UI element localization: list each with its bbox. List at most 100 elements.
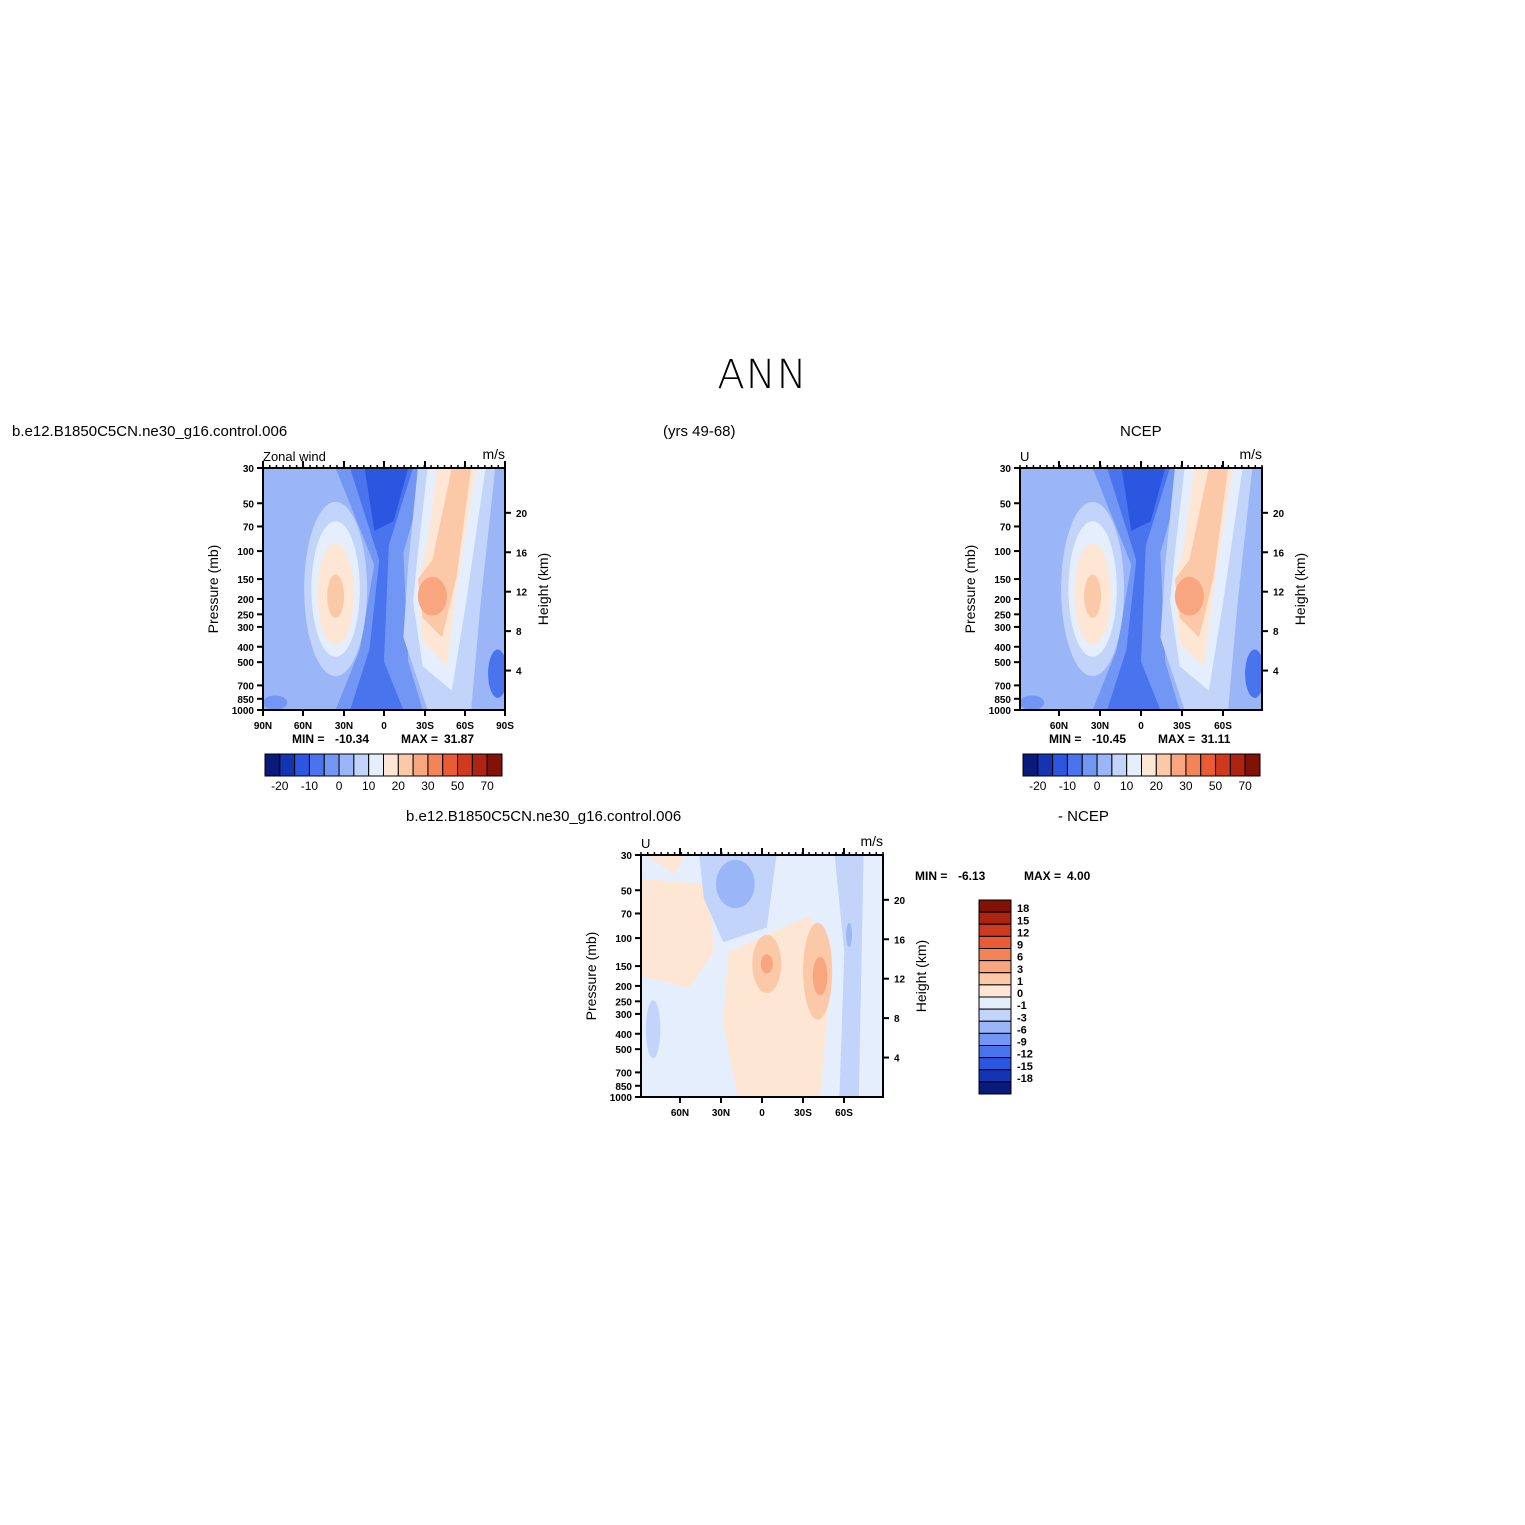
y-tick-label: 300 xyxy=(237,623,254,634)
colorbar-swatch xyxy=(457,753,473,777)
colorbar-swatch xyxy=(323,753,340,777)
y-right-tick-label: 12 xyxy=(894,975,906,986)
x-tick-label: 60N xyxy=(294,721,312,732)
x-tick-label: 0 xyxy=(381,721,387,732)
nh-jet-max xyxy=(327,574,345,619)
panel-title-left: U xyxy=(641,836,650,851)
y-tick-label: 250 xyxy=(615,997,632,1008)
positive-region-top xyxy=(645,855,685,875)
min-max-annotation: MIN = -10.34 MAX = 31.87 xyxy=(292,732,474,746)
colorbar-swatch xyxy=(1096,753,1113,777)
y-tick-label: 850 xyxy=(237,695,254,706)
x-tick-label: 0 xyxy=(1138,721,1144,732)
y-tick-label: 250 xyxy=(237,610,254,621)
negative-patch-nh xyxy=(645,1000,661,1059)
colorbar-label: -12 xyxy=(1017,1049,1033,1061)
easterly-max xyxy=(1121,468,1166,531)
colorbar-swatch xyxy=(1111,753,1128,777)
colorbar-model: -20 -10 0 10 20 30 50 70 xyxy=(264,753,503,793)
x-tick-label: 0 xyxy=(759,1108,765,1119)
colorbar-label: -15 xyxy=(1017,1061,1033,1073)
colorbar-label: -1 xyxy=(1017,1000,1027,1012)
y-tick-label: 200 xyxy=(237,595,254,606)
colorbar-label: -3 xyxy=(1017,1012,1027,1024)
diff-case-label: b.e12.B1850C5CN.ne30_g16.control.006 xyxy=(406,808,682,825)
colorbar-label: -10 xyxy=(1059,779,1077,793)
y-right-tick-label: 12 xyxy=(516,588,528,599)
easterly-max xyxy=(364,468,409,531)
y-tick-label: 50 xyxy=(1000,499,1012,510)
colorbar-obs: -20 -10 0 10 20 30 50 70 xyxy=(1022,753,1261,793)
polar-surface-low xyxy=(488,649,505,698)
y-tick-label: 50 xyxy=(243,499,255,510)
panel-units: m/s xyxy=(1239,446,1262,462)
y-tick-label: 850 xyxy=(994,695,1011,706)
colorbar-label: 30 xyxy=(1179,779,1193,793)
colorbar-swatch xyxy=(353,753,370,777)
y-tick-label: 700 xyxy=(615,1068,632,1079)
colorbar-swatch xyxy=(1200,753,1217,777)
panel-units: m/s xyxy=(860,833,883,849)
contour-field-obs xyxy=(1020,468,1262,710)
colorbar-label: 0 xyxy=(1094,779,1101,793)
colorbar-swatch xyxy=(978,1057,1012,1071)
colorbar-label: 0 xyxy=(1017,988,1023,1000)
colorbar-label: 0 xyxy=(336,779,343,793)
colorbar-swatch xyxy=(1244,753,1261,777)
colorbar-swatch xyxy=(397,753,414,777)
min-label: MIN = xyxy=(292,732,324,746)
y-right-tick-label: 4 xyxy=(1273,667,1279,678)
polar-surface-low xyxy=(1245,649,1262,698)
y-right-tick-label: 16 xyxy=(1273,548,1285,559)
y-tick-label: 30 xyxy=(243,464,255,475)
colorbar-label: -20 xyxy=(1029,779,1047,793)
arctic-surface xyxy=(1020,695,1045,710)
colorbar-label: -18 xyxy=(1017,1073,1033,1085)
colorbar-label: 6 xyxy=(1017,952,1023,964)
y-tick-label: 200 xyxy=(615,982,632,993)
y-tick-label: 150 xyxy=(994,575,1011,586)
y-tick-label: 30 xyxy=(621,851,633,862)
y-tick-label: 700 xyxy=(994,681,1011,692)
colorbar-swatch xyxy=(1052,753,1068,777)
colorbar-swatch xyxy=(338,753,355,777)
obs-name-label: NCEP xyxy=(1120,423,1162,440)
colorbar-swatch xyxy=(978,1081,1012,1095)
x-tick-label: 30S xyxy=(794,1108,812,1119)
axes-difference: 60N 30N 0 30S 60S 30 50 70 100 150 200 250 300 400 500… xyxy=(583,833,929,1119)
contour-field-model xyxy=(263,468,505,710)
negative-spot-sh xyxy=(846,922,853,947)
colorbar-swatch xyxy=(1037,753,1054,777)
y-tick-label: 150 xyxy=(615,962,632,973)
colorbar-label: 10 xyxy=(362,779,376,793)
y-tick-label: 100 xyxy=(615,934,632,945)
y-tick-label: 70 xyxy=(621,909,633,920)
colorbar-swatch xyxy=(486,753,503,777)
y-right-tick-label: 4 xyxy=(894,1054,900,1065)
negative-core-upper xyxy=(716,859,755,909)
colorbar-swatch xyxy=(383,753,399,777)
colorbar-label: 30 xyxy=(421,779,435,793)
colorbar-swatch xyxy=(308,753,325,777)
colorbar-label: 15 xyxy=(1017,915,1029,927)
positive-region-tropics xyxy=(723,915,830,1097)
colorbar-swatch xyxy=(471,753,488,777)
x-tick-label: 30S xyxy=(1173,721,1191,732)
colorbar-label: 70 xyxy=(481,779,495,793)
x-tick-label: 60S xyxy=(456,721,474,732)
colorbar-swatch xyxy=(1155,753,1172,777)
colorbar-swatch xyxy=(978,935,1012,949)
colorbar-label: 18 xyxy=(1017,903,1029,915)
colorbar-swatch xyxy=(978,948,1012,962)
panel-units: m/s xyxy=(482,446,505,462)
axes-obs: 60N 30N 0 30S 60S 30 50 70 100 150 200 250 300 400 500… xyxy=(962,446,1308,732)
colorbar-swatch xyxy=(978,1020,1012,1034)
colorbar-swatch xyxy=(1229,753,1246,777)
x-tick-label: 90N xyxy=(254,721,272,732)
colorbar-swatch xyxy=(1081,753,1098,777)
y-tick-label: 500 xyxy=(615,1045,632,1056)
colorbar-swatch xyxy=(279,753,296,777)
y-axis-label: Pressure (mb) xyxy=(583,932,599,1021)
